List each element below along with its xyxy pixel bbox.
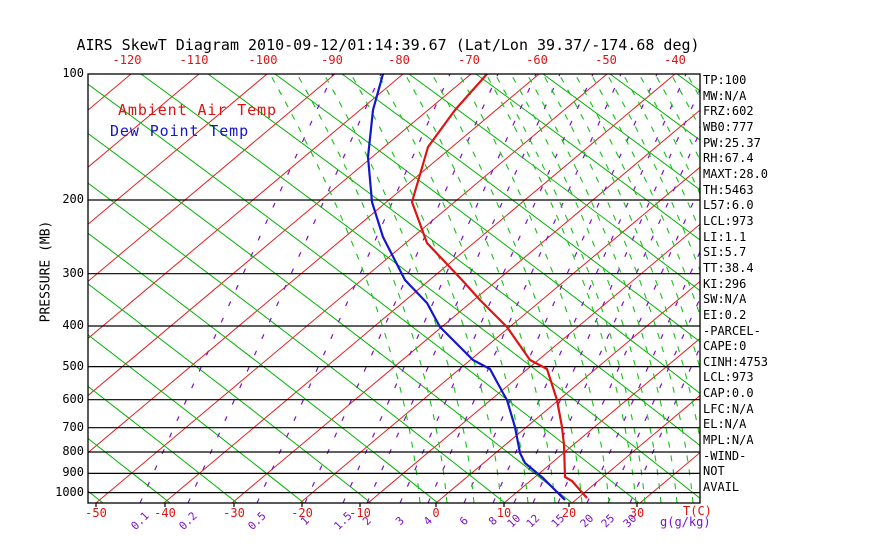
top-axis-tick-label: -100 <box>248 53 278 67</box>
bottom-temp-tick-label: 10 <box>496 506 512 520</box>
pressure-tick-label: 800 <box>62 444 84 458</box>
top-axis-tick-label: -120 <box>112 53 142 67</box>
bottom-temp-tick-label: 20 <box>561 506 577 520</box>
stat-line: WB0:777 <box>703 119 754 134</box>
sounding-indices-panel: TP:100 MW:N/A FRZ:602 WB0:777 PW:25.37 RH:67.… <box>703 73 768 496</box>
stat-line: KI:296 <box>703 276 747 291</box>
stat-line: TH:5463 <box>703 182 754 197</box>
pressure-tick-label: 500 <box>62 358 84 373</box>
stat-line: PW:25.37 <box>703 135 761 150</box>
bottom-temp-tick-label: -50 <box>85 506 107 520</box>
ambient-temp-curve <box>410 74 588 499</box>
stat-line: -PARCEL- <box>703 323 761 338</box>
stat-line: RH:67.4 <box>703 151 754 166</box>
legend-dew-point-temp: Dew Point Temp <box>110 122 250 140</box>
stat-line: L57:6.0 <box>703 198 754 213</box>
stat-line: TP:100 <box>703 73 747 87</box>
top-axis-tick-label: -60 <box>526 53 548 67</box>
top-axis-tick-label: -110 <box>179 53 209 67</box>
bottom-temp-tick-label: 30 <box>629 506 645 520</box>
top-axis-tick-label: -90 <box>321 53 343 67</box>
pressure-tick-label: 200 <box>62 192 84 206</box>
stat-line: EI:0.2 <box>703 307 747 322</box>
x-axis-unit-mixing-ratio: g(g/kg) <box>660 515 711 529</box>
stat-line: LFC:N/A <box>703 401 754 416</box>
top-axis-tick-label: -80 <box>388 53 410 67</box>
chart-title: AIRS SkewT Diagram 2010-09-12/01:14:39.6… <box>76 36 700 54</box>
bottom-temp-tick-label: -30 <box>223 506 245 520</box>
stat-line: CINH:4753 <box>703 354 769 369</box>
stat-line: NOT <box>703 464 725 479</box>
top-axis-tick-label: -40 <box>664 53 686 67</box>
stat-line: -WIND- <box>703 448 747 463</box>
bottom-temp-tick-label: -20 <box>291 506 313 520</box>
stat-line: CAPE:0 <box>703 339 747 354</box>
stat-line: MW:N/A <box>703 88 747 103</box>
stat-line: MPL:N/A <box>703 433 754 448</box>
stat-line: LCL:973 <box>703 370 754 385</box>
pressure-tick-label: 600 <box>62 391 84 406</box>
stat-line: MAXT:28.0 <box>703 166 769 181</box>
stat-line: LCL:973 <box>703 213 754 228</box>
dew-point-curve <box>366 74 566 501</box>
plot-grid <box>88 74 700 503</box>
stat-line: FRZ:602 <box>703 104 754 119</box>
x-axis-unit-temperature: T(C) <box>683 504 712 518</box>
top-axis-tick-label: -70 <box>458 53 480 67</box>
pressure-tick-label: 900 <box>62 465 84 480</box>
pressure-tick-label: 300 <box>62 265 84 280</box>
bottom-temp-tick-label: 0 <box>432 506 440 520</box>
bottom-temp-tick-label: -10 <box>349 506 371 520</box>
legend-ambient-air-temp: Ambient Air Temp <box>118 101 277 119</box>
stat-line: EL:N/A <box>703 417 747 432</box>
pressure-tick-label: 400 <box>62 318 84 332</box>
top-axis-tick-label: -50 <box>595 53 617 67</box>
stat-line: SW:N/A <box>703 292 747 307</box>
pressure-tick-label: 1000 <box>55 484 84 499</box>
bottom-temp-tick-label: -40 <box>154 506 176 520</box>
pressure-tick-label: 700 <box>62 419 84 434</box>
stat-line: TT:38.4 <box>703 260 754 275</box>
stat-line: CAP:0.0 <box>703 386 754 401</box>
stat-line: LI:1.1 <box>703 229 747 244</box>
stat-line: SI:5.7 <box>703 245 747 260</box>
pressure-tick-label: 100 <box>62 66 84 80</box>
stat-line: AVAIL <box>703 480 740 495</box>
